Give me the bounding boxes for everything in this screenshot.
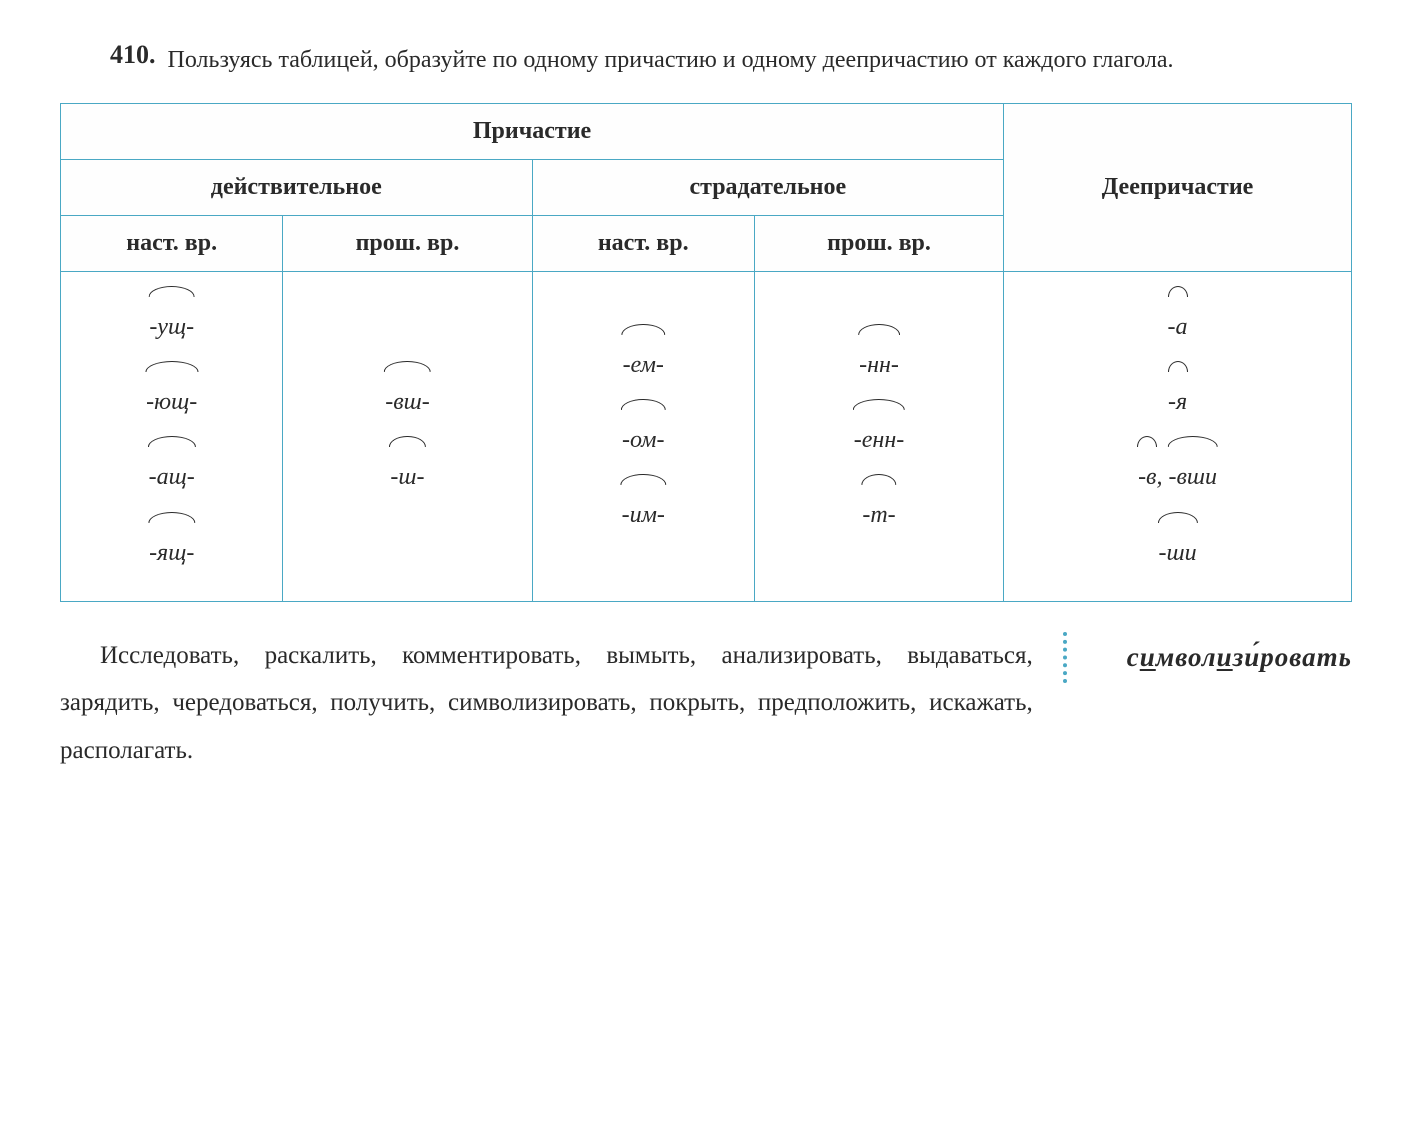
word-list: символизи́ровать Исследовать, раскалить,… [60, 632, 1352, 775]
header-passive: страдательное [532, 160, 1004, 216]
suffix-pair: -в, -вши [1138, 464, 1217, 490]
suffix: -ши [1158, 512, 1196, 587]
suffix: -ем- [623, 324, 664, 399]
header-gerund: Деепричастие [1004, 104, 1352, 272]
suffix: -ащ- [149, 436, 195, 511]
vocab-word: символизи́ровать [1063, 632, 1352, 683]
header-active-present: наст. вр. [61, 216, 283, 272]
suffix: -енн- [854, 399, 904, 474]
exercise-header: 410. Пользуясь таблицей, образуйте по од… [60, 40, 1352, 78]
header-active-past: прош. вр. [283, 216, 532, 272]
suffix: -ющ- [146, 361, 197, 436]
suffix: -нн- [859, 324, 899, 399]
exercise-number: 410. [110, 40, 156, 70]
suffix: -вш- [385, 361, 430, 436]
suffix: -я [1168, 361, 1187, 436]
header-active: действительное [61, 160, 533, 216]
suffix: -ом- [622, 399, 664, 474]
cell-passive-present: -ем- -ом- -им- [532, 272, 754, 602]
cell-active-present: -ущ- -ющ- -ащ- -ящ- [61, 272, 283, 602]
cell-passive-past: -нн- -енн- -т- [754, 272, 1003, 602]
suffix: -вши [1168, 436, 1217, 511]
suffix: -ущ- [149, 286, 194, 361]
suffix: -им- [622, 474, 665, 549]
cell-active-past: -вш- -ш- [283, 272, 532, 602]
suffix: -т- [862, 474, 895, 549]
suffix: -а [1168, 286, 1188, 361]
suffix: -ящ- [149, 512, 194, 587]
cell-gerund: -а -я -в, -вши -ши [1004, 272, 1352, 602]
words-text: Исследовать, раскалить, комментировать, … [60, 642, 1033, 764]
header-participle: Причастие [61, 104, 1004, 160]
suffix: -ш- [390, 436, 424, 511]
exercise-instruction: Пользуясь таблицей, образуйте по одному … [168, 40, 1174, 78]
suffix: -в [1138, 436, 1156, 511]
grammar-table: Причастие Деепричастие действительное ст… [60, 103, 1352, 602]
header-passive-past: прош. вр. [754, 216, 1003, 272]
header-passive-present: наст. вр. [532, 216, 754, 272]
